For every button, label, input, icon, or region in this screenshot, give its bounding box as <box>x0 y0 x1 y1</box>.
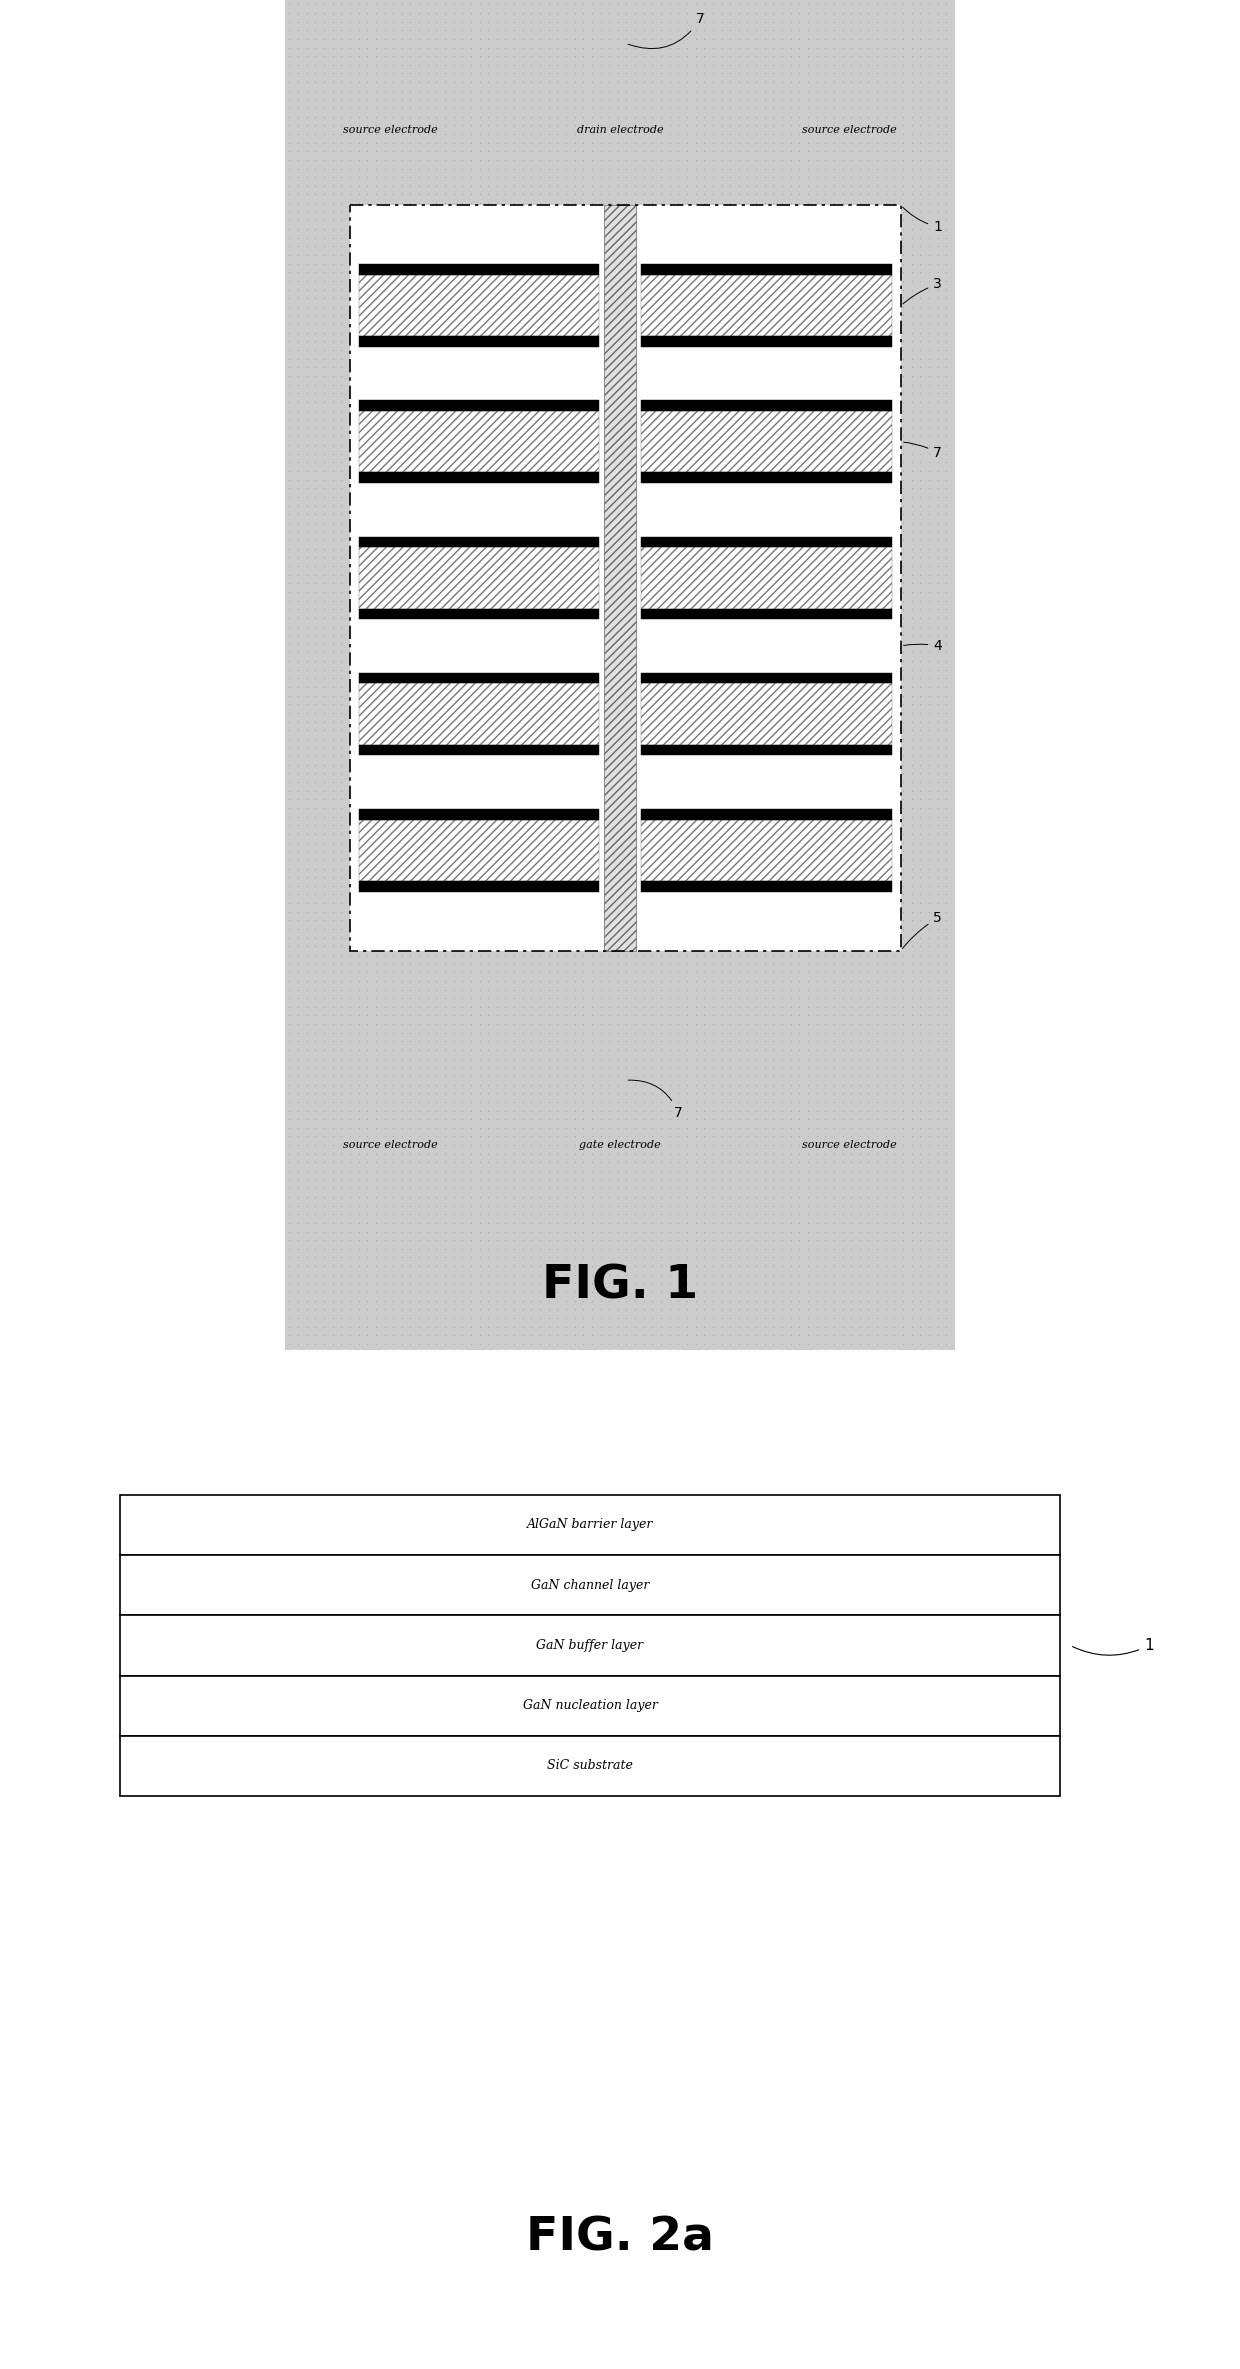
Bar <box>358 609 599 618</box>
Text: drain electrode: drain electrode <box>577 126 663 135</box>
Bar <box>641 820 893 881</box>
Text: SiC substrate: SiC substrate <box>547 1760 632 1772</box>
Bar <box>604 206 636 950</box>
Bar <box>358 744 599 756</box>
Bar <box>641 400 893 412</box>
Text: 3: 3 <box>903 277 942 303</box>
Text: source electrode: source electrode <box>802 126 897 135</box>
Text: source electrode: source electrode <box>802 1139 897 1149</box>
Bar <box>358 535 599 547</box>
Bar <box>641 336 893 348</box>
Text: source electrode: source electrode <box>343 126 438 135</box>
Bar <box>358 808 599 820</box>
Text: 7: 7 <box>629 1080 683 1121</box>
Bar <box>641 682 893 744</box>
Bar <box>641 265 893 275</box>
Bar <box>358 412 599 471</box>
Bar <box>641 808 893 820</box>
Text: 7: 7 <box>627 12 704 50</box>
Text: 1: 1 <box>1073 1637 1153 1656</box>
Bar <box>358 265 599 275</box>
Text: gate electrode: gate electrode <box>579 1139 661 1149</box>
Bar <box>358 400 599 412</box>
Text: GaN nucleation layer: GaN nucleation layer <box>522 1699 657 1713</box>
Text: 4: 4 <box>904 640 942 654</box>
Text: 5: 5 <box>903 912 942 948</box>
Bar <box>641 275 893 336</box>
Bar <box>120 1616 1060 1675</box>
Bar <box>641 609 893 618</box>
Bar <box>641 547 893 609</box>
Text: FIG. 1: FIG. 1 <box>542 1263 698 1308</box>
Text: 7: 7 <box>904 443 942 460</box>
Bar <box>641 881 893 891</box>
Bar <box>120 1675 1060 1736</box>
Bar <box>641 412 893 471</box>
Bar <box>120 1554 1060 1616</box>
Bar <box>358 547 599 609</box>
Bar <box>350 206 901 950</box>
Bar <box>120 1736 1060 1796</box>
Text: 1: 1 <box>903 206 942 235</box>
Text: GaN buffer layer: GaN buffer layer <box>537 1639 644 1651</box>
Bar <box>350 206 901 950</box>
Bar <box>358 673 599 682</box>
Bar <box>358 820 599 881</box>
Bar <box>641 535 893 547</box>
Bar <box>358 682 599 744</box>
Text: FIG. 2a: FIG. 2a <box>526 2215 714 2260</box>
Bar <box>120 1495 1060 1554</box>
Text: GaN channel layer: GaN channel layer <box>531 1578 650 1592</box>
Bar <box>641 744 893 756</box>
Text: AlGaN barrier layer: AlGaN barrier layer <box>527 1519 653 1530</box>
Text: source electrode: source electrode <box>343 1139 438 1149</box>
Bar <box>358 275 599 336</box>
Bar <box>358 336 599 348</box>
Bar <box>641 471 893 483</box>
Bar <box>641 673 893 682</box>
Bar <box>358 471 599 483</box>
Bar <box>358 881 599 891</box>
